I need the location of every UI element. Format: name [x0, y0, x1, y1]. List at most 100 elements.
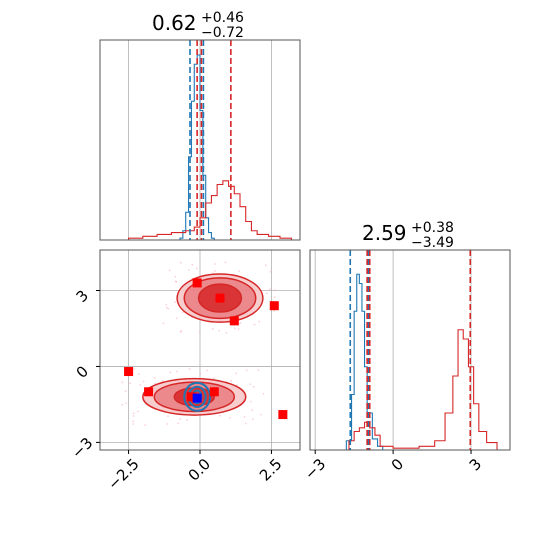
- joint-sample-marker: [124, 367, 134, 377]
- joint-scatter-point: [244, 422, 247, 425]
- joint-scatter-point: [218, 329, 221, 332]
- joint-scatter-point: [133, 368, 136, 370]
- joint-scatter-point: [132, 420, 135, 423]
- joint-scatter-point: [166, 423, 169, 425]
- joint-scatter-point: [258, 320, 261, 323]
- joint-scatter-point: [206, 369, 209, 372]
- joint-scatter-point: [211, 328, 214, 330]
- joint-scatter-point: [174, 301, 176, 304]
- joint-sample-marker: [215, 293, 225, 303]
- marginal-y-x-tick-label: −3: [301, 455, 329, 483]
- joint-scatter-point: [165, 303, 168, 306]
- joint-scatter-point: [273, 296, 276, 298]
- marginal-y-x-tick-label: 0: [388, 455, 407, 474]
- marginal-x-panel: 0.62 +0.46 −0.72: [99, 10, 301, 241]
- joint-x-ticks: −2.5 0.0 2.5: [104, 450, 286, 493]
- joint-sample-marker: [269, 301, 279, 311]
- joint-scatter-point: [235, 372, 238, 375]
- joint-y-tick-label: 0: [73, 362, 92, 381]
- joint-scatter-point: [251, 409, 254, 412]
- joint-contour-level: [183, 381, 211, 412]
- joint-x-tick-label: −2.5: [104, 455, 142, 493]
- joint-scatter-point: [249, 383, 252, 386]
- joint-scatter-point: [176, 370, 178, 373]
- joint-scatter-point: [230, 379, 232, 382]
- joint-scatter-point: [262, 392, 265, 395]
- joint-scatter-point: [132, 412, 135, 415]
- joint-scatter-point: [124, 390, 127, 393]
- joint-scatter-point: [265, 292, 268, 295]
- joint-scatter-point: [214, 263, 216, 265]
- joint-scatter-point: [175, 280, 178, 283]
- joint-scatter-point: [245, 369, 248, 372]
- joint-scatter-point: [243, 416, 246, 418]
- joint-scatter-point: [213, 270, 216, 272]
- marginal-y-grid: [314, 250, 472, 450]
- joint-scatter-point: [161, 379, 164, 382]
- joint-sample-marker: [278, 410, 288, 420]
- joint-scatter-point: [269, 270, 272, 273]
- joint-contours: [142, 273, 264, 416]
- joint-scatter-point: [153, 377, 156, 379]
- joint-scatter-point: [121, 403, 124, 406]
- marginal-y-title-upper: +0.38: [411, 220, 454, 236]
- marginal-x-title-lower: −0.72: [201, 25, 244, 41]
- joint-scatter-point: [132, 423, 135, 425]
- joint-scatter-point: [181, 311, 184, 314]
- joint-panel: −2.5 0.0 2.5 −3 0 3: [68, 249, 301, 493]
- joint-y-ticks: −3 0 3: [68, 286, 100, 462]
- joint-x-tick-label: 2.5: [256, 455, 286, 485]
- marginal-y-histogram-series: [341, 329, 498, 451]
- joint-scatter-point: [238, 270, 240, 273]
- joint-sample-marker: [144, 387, 154, 397]
- marginal-x-quantile-lines: [189, 40, 232, 240]
- joint-scatter-point: [188, 368, 191, 370]
- joint-sample-marker: [192, 278, 202, 288]
- marginal-y-x-tick-label: 3: [466, 455, 485, 474]
- joint-scatter-point: [239, 322, 242, 324]
- joint-scatter-point: [257, 369, 260, 372]
- joint-x-tick-label: 0.0: [185, 455, 215, 485]
- joint-scatter-point: [125, 402, 128, 405]
- marginal-y-histograms: [341, 273, 498, 451]
- marginal-x-frame: [99, 39, 301, 241]
- joint-scatter-point: [174, 275, 177, 278]
- joint-scatter-point: [225, 331, 228, 334]
- joint-scatter-point: [169, 371, 172, 374]
- marginal-x-title-value: 0.62: [152, 11, 197, 35]
- joint-sample-marker: [186, 392, 196, 402]
- joint-scatter-point: [162, 322, 165, 325]
- joint-scatter-point: [179, 418, 182, 420]
- marginal-x-histograms: [108, 54, 292, 241]
- joint-scatter-point: [121, 381, 124, 384]
- marginal-y-title-lower: −3.49: [411, 235, 454, 251]
- joint-scatter-point: [177, 422, 180, 425]
- joint-sample-marker: [209, 387, 219, 397]
- joint-scatter-point: [167, 307, 170, 310]
- joint-scatter-point: [233, 327, 236, 330]
- marginal-y-title-value: 2.59: [362, 221, 407, 245]
- joint-scatter-point: [249, 400, 252, 403]
- joint-scatter-point: [269, 288, 271, 291]
- joint-scatter-point: [144, 424, 147, 427]
- marginal-x-title: 0.62 +0.46 −0.72: [152, 10, 244, 41]
- joint-scatter-point: [137, 373, 140, 376]
- joint-scatter-point: [253, 323, 256, 326]
- marginal-x-histogram-series: [177, 54, 215, 241]
- joint-scatter-point: [179, 330, 182, 333]
- joint-scatter-point: [228, 416, 231, 419]
- joint-scatter-point: [198, 331, 201, 334]
- marginal-y-quantile-lines: [349, 250, 472, 450]
- joint-scatter-point: [167, 415, 169, 418]
- joint-scatter-point: [213, 377, 215, 380]
- joint-scatter-point: [273, 309, 276, 312]
- joint-scatter-point: [237, 328, 240, 330]
- joint-markers: [124, 278, 288, 420]
- joint-scatter-point: [219, 414, 222, 417]
- marginal-y-x-ticks: −3 0 3: [301, 450, 485, 483]
- joint-scatter-point: [195, 267, 198, 270]
- joint-grid: [100, 250, 300, 450]
- joint-scatter-point: [137, 410, 139, 413]
- joint-scatter-point: [186, 419, 188, 421]
